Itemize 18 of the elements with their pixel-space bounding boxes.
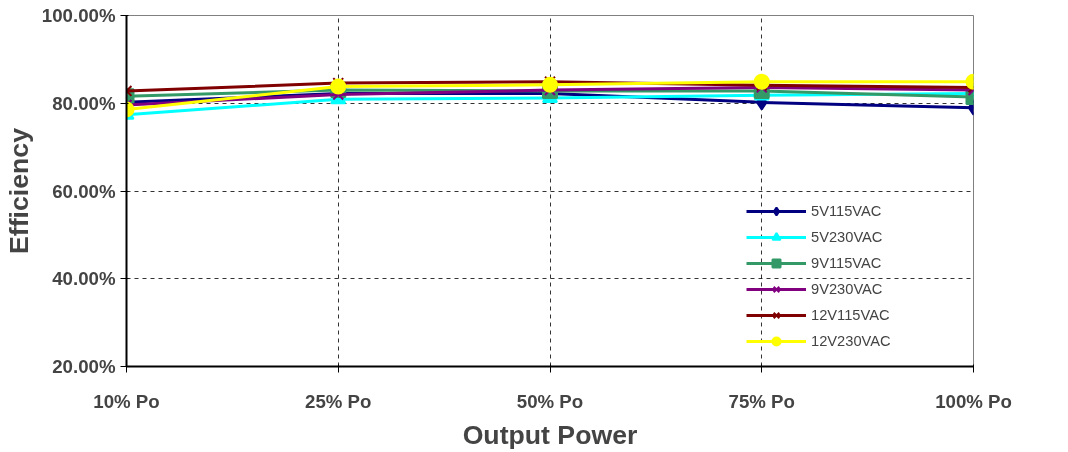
y-tick-label: 60.00% [52, 180, 116, 202]
legend-label: 5V230VAC [811, 229, 883, 245]
legend-label: 9V230VAC [811, 281, 883, 297]
legend-label: 12V230VAC [811, 333, 891, 349]
legend-label: 5V115VAC [811, 203, 882, 219]
x-tick-label: 10% Po [93, 390, 160, 412]
y-tick-label: 80.00% [52, 92, 116, 114]
y-tick-label: 100.00% [41, 5, 116, 26]
x-tick-label: 75% Po [728, 390, 795, 412]
x-tick-label: 50% Po [516, 390, 584, 412]
x-tick-label: 100% Po [935, 390, 1012, 412]
legend-label: 9V115VAC [811, 255, 882, 271]
x-axis-title: Output Power [462, 419, 638, 450]
legend-label: 12V115VAC [811, 307, 890, 323]
y-axis-title: Efficiency [3, 127, 34, 254]
x-tick-label: 25% Po [305, 390, 372, 412]
y-tick-label: 40.00% [52, 268, 116, 290]
y-tick-label: 20.00% [52, 356, 116, 377]
